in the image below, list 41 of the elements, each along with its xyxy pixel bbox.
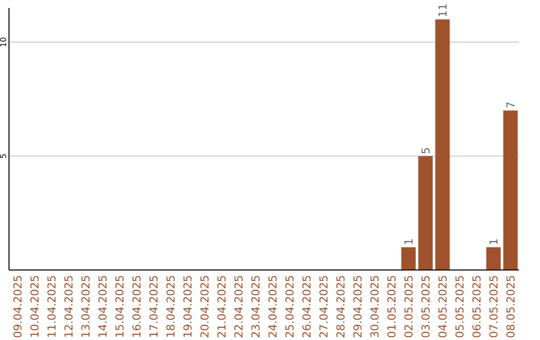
x-tick-label: 18.04.2025 xyxy=(164,275,178,338)
x-tick-label: 09.04.2025 xyxy=(12,275,24,338)
x-tick-label: 06.05.2025 xyxy=(470,275,484,338)
bar xyxy=(401,247,416,270)
x-tick-label: 23.04.2025 xyxy=(250,275,262,338)
bar xyxy=(503,110,518,270)
x-tick-label: 24.04.2025 xyxy=(266,275,280,338)
x-tick-label: 30.04.2025 xyxy=(368,275,382,338)
bar xyxy=(486,247,501,270)
x-tick-label: 25.04.2025 xyxy=(284,275,296,338)
x-tick-label: 29.04.2025 xyxy=(352,275,364,338)
x-tick-label: 05.05.2025 xyxy=(454,275,466,338)
x-tick-label: 15.04.2025 xyxy=(114,275,126,338)
x-tick-label: 03.05.2025 xyxy=(420,275,432,338)
x-tick-label: 02.05.2025 xyxy=(402,275,416,338)
x-tick-label: 10.04.2025 xyxy=(28,275,42,338)
data-label: 1 xyxy=(488,238,500,246)
x-tick-label: 17.04.2025 xyxy=(148,275,160,338)
x-tick-label: 26.04.2025 xyxy=(300,275,314,338)
bar xyxy=(418,156,433,270)
x-tick-label: 14.04.2025 xyxy=(96,275,110,338)
x-tick-label: 08.05.2025 xyxy=(504,275,518,338)
x-tick-label: 16.04.2025 xyxy=(130,275,144,338)
x-tick-label: 04.05.2025 xyxy=(436,275,450,338)
x-tick-label: 20.04.2025 xyxy=(198,275,212,338)
data-label: 11 xyxy=(436,3,450,18)
x-tick-label: 22.04.2025 xyxy=(232,275,246,338)
data-label: 5 xyxy=(420,147,432,154)
x-tick-label: 11.04.2025 xyxy=(46,275,58,338)
x-tick-label: 12.04.2025 xyxy=(62,275,76,338)
bar xyxy=(435,19,450,270)
x-tick-label: 07.05.2025 xyxy=(488,275,500,338)
data-label: 1 xyxy=(402,238,416,246)
x-tick-label: 21.04.2025 xyxy=(216,275,228,338)
x-tick-label: 13.04.2025 xyxy=(80,275,92,338)
x-tick-label: 01.05.2025 xyxy=(386,275,398,338)
data-label: 7 xyxy=(504,102,518,109)
x-tick-label: 28.04.2025 xyxy=(334,275,348,338)
y-tick-label: 10 xyxy=(0,37,8,48)
x-tick-label: 27.04.2025 xyxy=(318,275,330,338)
x-tick-label: 19.04.2025 xyxy=(182,275,194,338)
